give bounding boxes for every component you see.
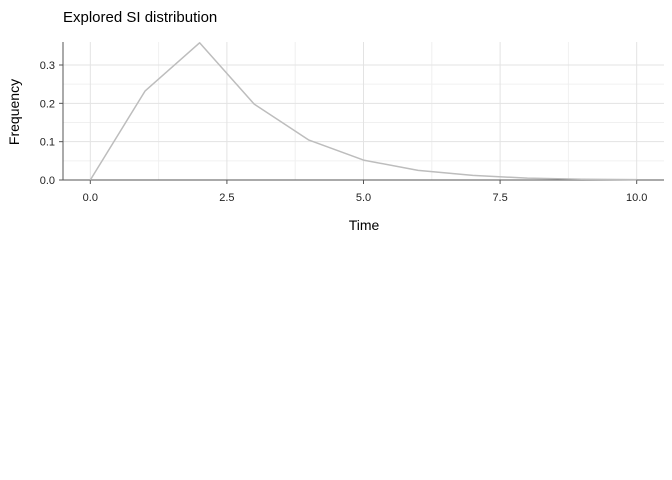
grid	[63, 42, 664, 181]
x-tick-label: 0.0	[83, 192, 98, 204]
series-line	[89, 42, 637, 181]
ticks: 0.0 2.5 5.0 7.5 10.0 0.0 0.1 0.2 0.3	[40, 60, 648, 204]
x-tick-label: 10.0	[626, 192, 647, 204]
chart-title: Explored SI distribution	[63, 9, 217, 26]
x-tick-label: 2.5	[219, 192, 234, 204]
x-axis-label: Time	[349, 217, 380, 233]
x-tick-label: 7.5	[492, 192, 507, 204]
series	[89, 42, 637, 181]
y-tick-label: 0.2	[40, 98, 55, 110]
y-axis-label: Frequency	[6, 79, 22, 145]
y-tick-label: 0.3	[40, 60, 55, 72]
x-tick-label: 5.0	[356, 192, 371, 204]
y-tick-label: 0.0	[40, 175, 55, 187]
y-tick-label: 0.1	[40, 137, 55, 149]
